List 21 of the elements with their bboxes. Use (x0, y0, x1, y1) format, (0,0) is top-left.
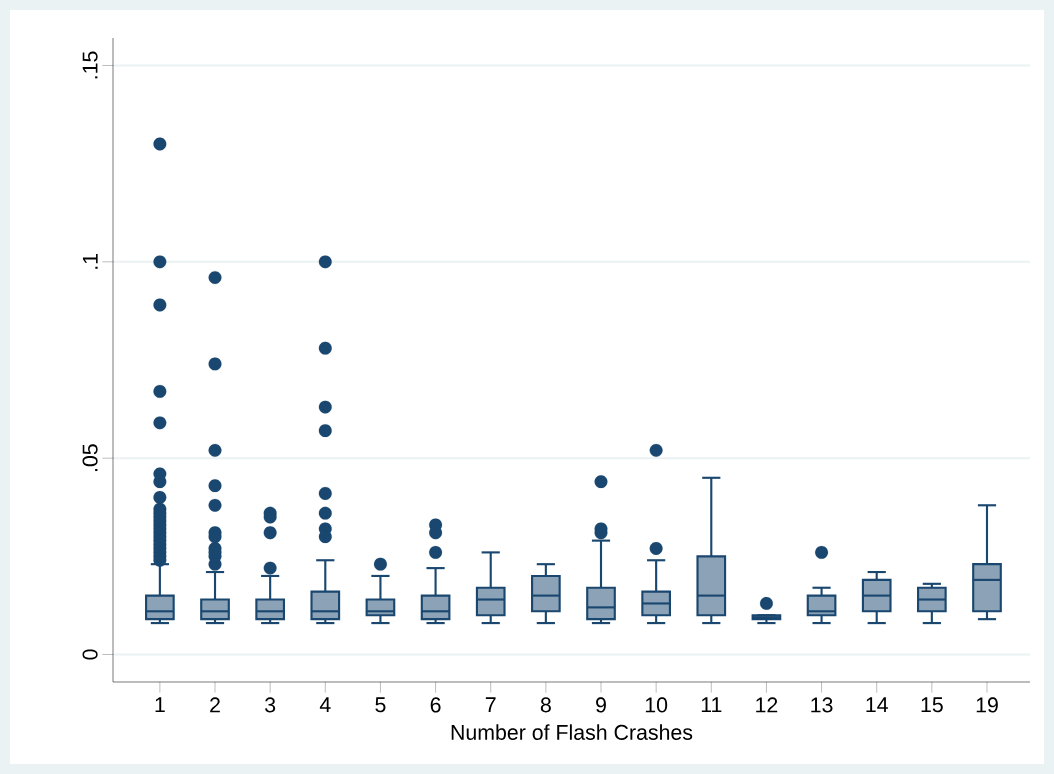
y-tick-label: .05 (82, 444, 98, 472)
x-tick-label: 3 (265, 697, 276, 713)
x-tick-label: 2 (210, 697, 220, 713)
y-tick-label: .15 (82, 51, 98, 79)
x-tick-label: 14 (866, 697, 888, 713)
x-tick-label: 4 (319, 697, 331, 713)
x-tick-label: 10 (645, 697, 668, 713)
x-tick-label: 12 (756, 697, 778, 713)
x-tick-label: 1 (155, 697, 165, 713)
x-axis-title: Number of Flash Crashes (451, 724, 693, 740)
y-tick-label: 0 (82, 649, 98, 660)
x-tick-label: 11 (701, 697, 722, 713)
x-tick-label: 7 (485, 697, 496, 713)
x-tick-label: 15 (921, 697, 943, 713)
x-tick-label: 13 (811, 697, 833, 713)
x-tick-label: 19 (976, 697, 998, 713)
x-tick-label: 9 (596, 697, 606, 713)
x-tick-label: 5 (375, 697, 386, 713)
x-tick-label: 6 (430, 697, 441, 713)
x-tick-label: 8 (540, 697, 551, 713)
y-tick-label: .1 (82, 253, 98, 269)
